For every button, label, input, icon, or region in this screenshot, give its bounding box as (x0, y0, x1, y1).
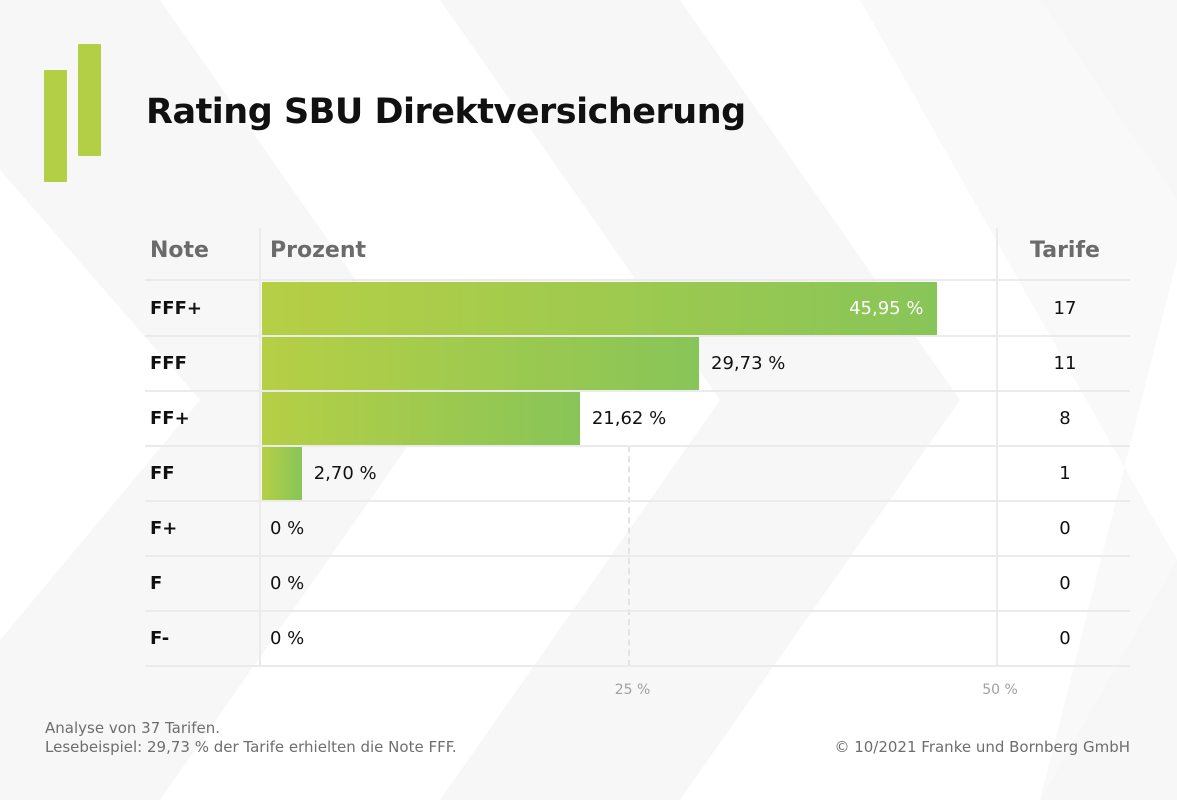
value-label: 0 % (270, 573, 305, 594)
value-label: 0 % (270, 518, 305, 539)
value-label: 45,95 % (849, 298, 924, 319)
footer-copyright: © 10/2021 Franke und Bornberg GmbH (834, 738, 1130, 756)
tarife-count: 17 (1053, 298, 1077, 319)
row-divider (145, 555, 1130, 557)
footer-example: Lesebeispiel: 29,73 % der Tarife erhielt… (45, 738, 457, 756)
tarife-count: 0 (1059, 628, 1071, 649)
row-divider (145, 665, 1130, 667)
row-divider (145, 610, 1130, 612)
note-label: FFF+ (150, 298, 202, 319)
header-percent: Prozent (270, 238, 366, 263)
bg-chevron-right-band (860, 0, 1177, 800)
bar-ff-plus (262, 392, 580, 445)
value-label: 29,73 % (711, 353, 786, 374)
tarife-count: 0 (1059, 573, 1071, 594)
note-label: FFF (150, 353, 187, 374)
chart-title: Rating SBU Direktversicherung (146, 92, 746, 132)
logo-bar-short (44, 70, 67, 182)
x-tick-label: 50 % (982, 682, 1018, 698)
value-label: 0 % (270, 628, 305, 649)
divider-percent-tarife (996, 228, 998, 666)
note-label: FF+ (150, 408, 190, 429)
note-label: F (150, 573, 163, 594)
note-label: FF (150, 463, 175, 484)
bar-ff (262, 447, 302, 500)
bg-chevron-left-inner (0, 0, 200, 640)
row-divider (145, 335, 1130, 337)
tarife-count: 11 (1053, 353, 1077, 374)
value-label: 21,62 % (591, 408, 667, 429)
note-label: F- (150, 628, 170, 649)
row-divider (145, 500, 1130, 502)
bar-fff-plus (262, 282, 938, 335)
tarife-count: 0 (1059, 518, 1071, 539)
divider-note-percent (259, 228, 261, 666)
bg-chevron-left (0, 0, 440, 800)
footer-note: Analyse von 37 Tarifen. Lesebeispiel: 29… (45, 719, 457, 757)
tarife-count: 1 (1059, 463, 1071, 484)
bg-chevron-mid (440, 0, 960, 800)
x-tick-label: 25 % (614, 682, 651, 698)
tarife-count: 8 (1059, 408, 1071, 429)
bg-chevron-right (1040, 0, 1177, 800)
row-divider (145, 445, 1130, 447)
header-tarife: Tarife (1030, 238, 1100, 263)
logo-bar-tall (78, 44, 101, 156)
footer-analysis: Analyse von 37 Tarifen. (45, 719, 220, 737)
bar-fff (262, 337, 700, 390)
value-label: 2,70 % (313, 463, 377, 484)
note-label: F+ (150, 518, 178, 539)
header-note: Note (150, 238, 209, 263)
header-divider (145, 279, 1130, 281)
row-divider (145, 390, 1130, 392)
